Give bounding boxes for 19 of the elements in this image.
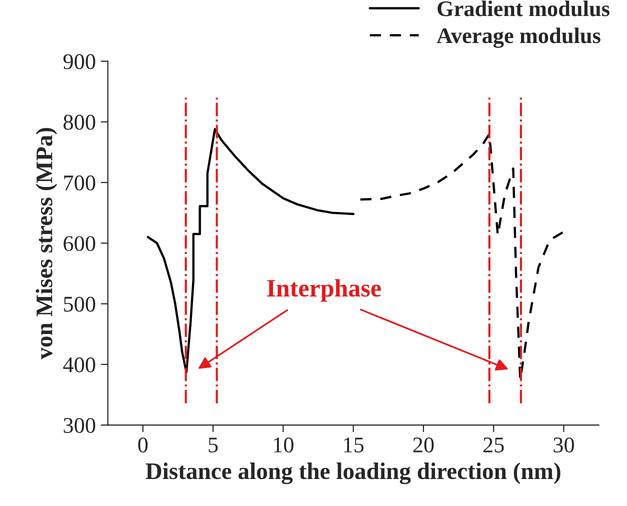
x-tick-label: 0 [138,437,148,452]
y-tick-label: 700 [64,175,96,190]
y-tick-label: 600 [64,236,96,252]
annotation: Interphase [267,279,381,302]
x-tick-label: 15 [344,438,364,452]
x-tick-label: 25 [483,438,504,452]
legend-label: Gradient modulus [438,0,610,16]
y-tick-label: 900 [63,54,96,70]
x-axis-title: Distance along the loading direction (nm) [146,462,560,484]
y-axis-title: von Mises stress (MPa) [36,128,58,360]
y-tick-label: 400 [63,357,96,372]
y-tick-label: 800 [64,114,96,130]
x-tick-label: 10 [274,437,294,452]
y-tick-label: 300 [64,418,96,433]
legend-label: Average modulus [436,28,600,48]
y-tick-label: 500 [64,296,96,312]
x-tick-label: 20 [413,437,434,452]
x-tick-label: 5 [208,438,218,452]
x-tick-label: 30 [554,437,574,452]
